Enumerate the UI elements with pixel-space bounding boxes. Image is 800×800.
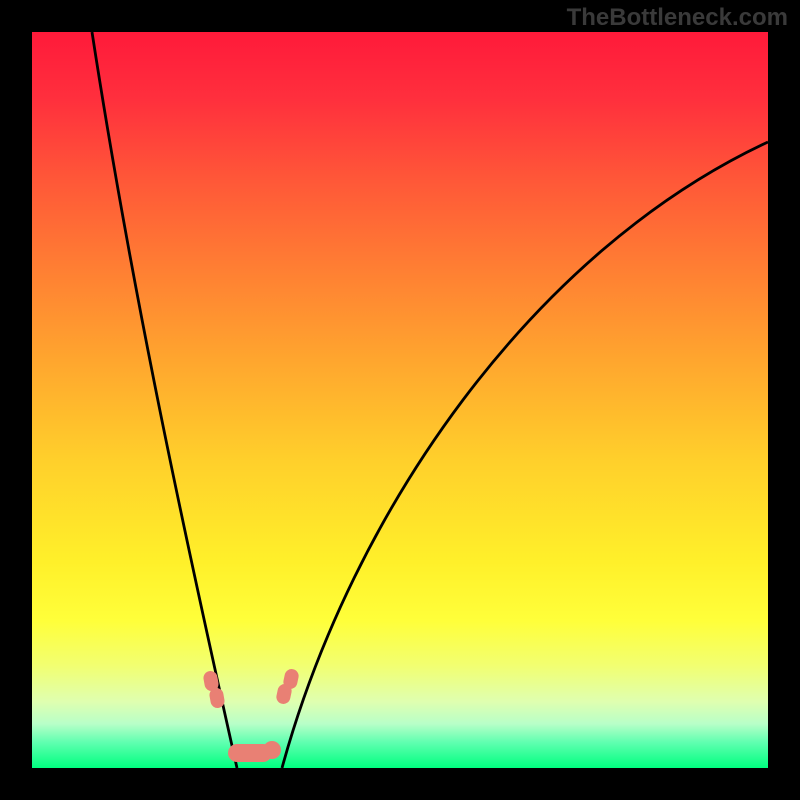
watermark-text: TheBottleneck.com — [567, 4, 788, 32]
curve-layer — [32, 32, 768, 768]
left-curve-line — [92, 32, 237, 768]
chart-frame: TheBottleneck.com — [0, 0, 800, 800]
data-marker — [263, 741, 281, 759]
right-curve-line — [282, 142, 768, 768]
plot-area — [32, 32, 768, 768]
